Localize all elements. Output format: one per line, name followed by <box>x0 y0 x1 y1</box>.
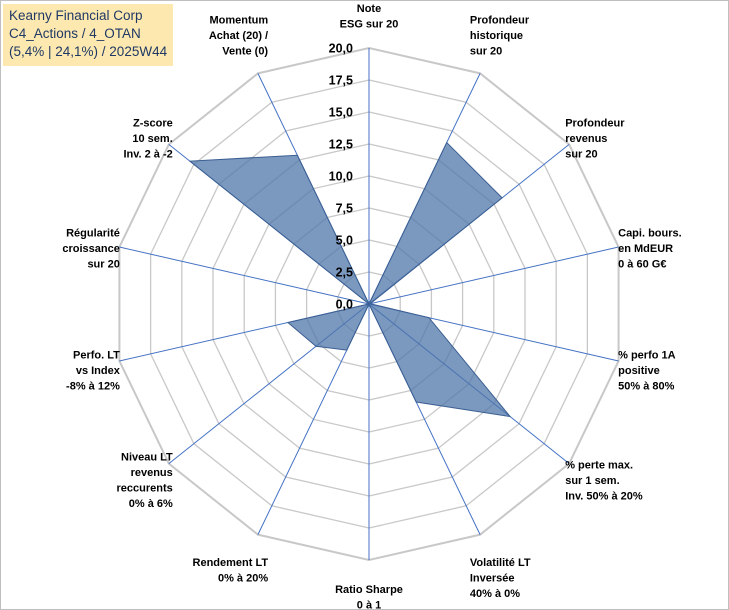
radar-series <box>188 141 512 418</box>
axis-spoke <box>119 246 370 305</box>
axis-label: Niveau LT revenus reccurents 0% à 6% <box>117 452 174 511</box>
axis-label: % perfo 1A positive 50% à 80% <box>618 349 676 392</box>
axis-label: Z-score 10 sem. Inv. 2 à -2 <box>123 118 172 161</box>
tick-label: 7,5 <box>336 202 353 216</box>
axis-label: % perte max. sur 1 sem. Inv. 50% à 20% <box>565 459 643 502</box>
tick-label: 2,5 <box>336 266 353 280</box>
axis-label: Volatilité LT Inversée 40% à 0% <box>470 557 531 600</box>
tick-label: 10,0 <box>329 170 353 184</box>
axis-label: Ratio Sharpe 0 à 1 <box>335 584 403 610</box>
tick-label: 15,0 <box>329 106 353 120</box>
axis-label: Capi. bours. en MdEUR 0 à 60 G€ <box>618 228 682 271</box>
series-area <box>188 141 512 418</box>
axis-label: Rendement LT 0% à 20% <box>193 557 269 585</box>
radar-axis-labels: Note ESG sur 20 Profondeur historique sur 20… <box>62 3 681 610</box>
chart-title-line-3: (5,4% | 24,1%) / 2025W44 <box>9 44 168 59</box>
tick-label: 0,0 <box>336 298 353 312</box>
axis-spoke <box>368 246 619 305</box>
axis-label: Momentum Achat (20) / Vente (0) <box>209 15 269 58</box>
chart-title-line-2: C4_Actions / 4_OTAN <box>9 26 141 41</box>
radar-tick-labels: 0,0 2,5 5,0 7,5 10,0 12,5 15,0 17,5 20,0 <box>329 42 353 312</box>
tick-label: 5,0 <box>336 234 353 248</box>
tick-label: 12,5 <box>329 138 353 152</box>
axis-label: Régularité croissance sur 20 <box>62 228 119 271</box>
axis-label: Profondeur historique sur 20 <box>470 15 530 58</box>
chart-title-line-1: Kearny Financial Corp <box>9 8 143 23</box>
tick-label: 17,5 <box>329 74 353 88</box>
axis-label: Profondeur revenus sur 20 <box>565 118 625 161</box>
axis-label: Note ESG sur 20 <box>340 3 399 31</box>
tick-label: 20,0 <box>329 42 353 56</box>
chart-title-box: Kearny Financial Corp C4_Actions / 4_OTA… <box>3 4 173 66</box>
axis-label: Perfo. LT vs Index -8% à 12% <box>66 349 121 392</box>
